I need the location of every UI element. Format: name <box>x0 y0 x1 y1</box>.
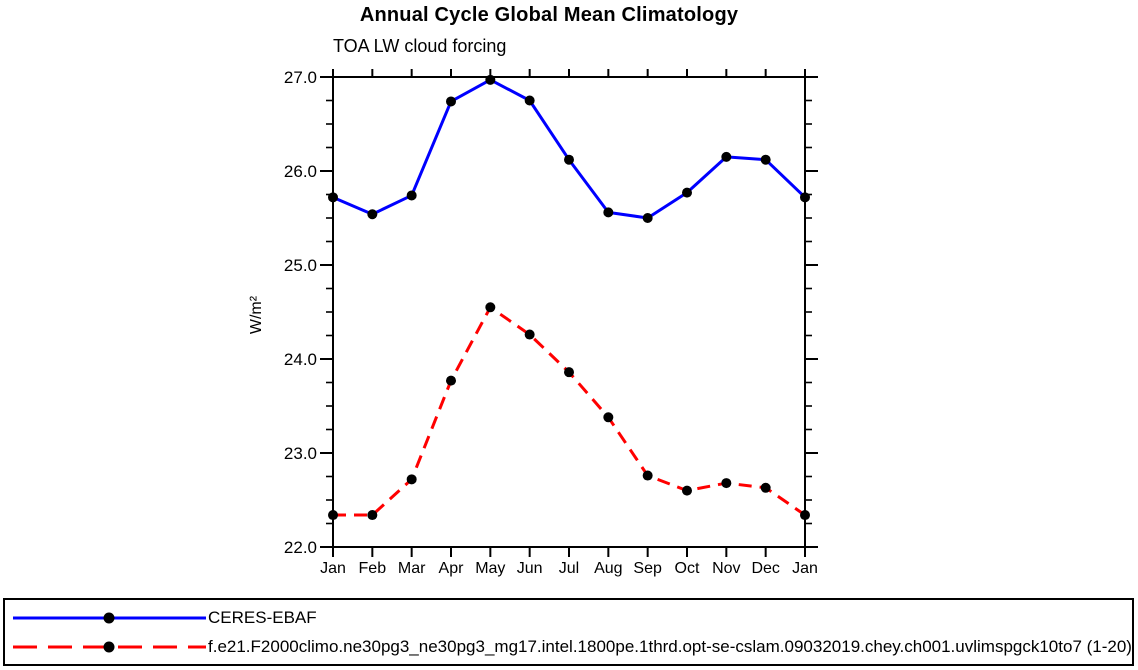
x-tick-label: Jun <box>517 560 543 577</box>
data-point-marker <box>800 510 810 521</box>
data-point-marker <box>524 329 535 340</box>
data-point-marker <box>721 478 732 489</box>
x-tick-label: Sep <box>633 560 662 577</box>
series-line-0 <box>332 78 807 220</box>
y-tick-label: 26.0 <box>284 162 317 181</box>
x-tick-label: Jan <box>792 560 818 577</box>
data-point-marker <box>800 192 810 203</box>
y-tick-label: 27.0 <box>284 68 317 87</box>
chart-subtitle: TOA LW cloud forcing <box>333 36 507 56</box>
data-point-marker <box>564 367 574 378</box>
data-point-marker <box>406 474 417 485</box>
data-point-marker <box>642 470 653 481</box>
y-tick-label: 24.0 <box>284 350 317 369</box>
data-point-marker <box>603 207 614 218</box>
data-point-marker <box>682 485 692 496</box>
y-tick-label: 25.0 <box>284 256 317 275</box>
data-point-marker <box>446 375 456 386</box>
data-point-marker <box>642 213 653 223</box>
data-point-marker <box>721 151 732 162</box>
plot-border <box>332 76 806 548</box>
x-tick-label: Aug <box>594 560 622 577</box>
x-tick-label: Jan <box>320 560 346 577</box>
legend-entry-ceres-ebaf: CERES-EBAF <box>5 603 1132 632</box>
data-point-marker <box>446 96 456 107</box>
data-point-marker <box>367 510 378 521</box>
x-tick-label: Mar <box>398 560 426 577</box>
y-tick-label: 23.0 <box>284 444 317 463</box>
legend-label: f.e21.F2000climo.ne30pg3_ne30pg3_mg17.in… <box>208 637 1132 656</box>
legend-box: CERES-EBAF f.e21.F2000climo.ne30pg3_ne30… <box>3 598 1134 666</box>
x-tick-label: Oct <box>675 560 700 577</box>
data-point-marker <box>524 95 535 106</box>
data-point-marker <box>760 482 771 493</box>
x-tick-label: Feb <box>359 560 387 577</box>
data-point-marker <box>406 190 417 201</box>
data-point-marker <box>328 192 338 203</box>
x-tick-label: Nov <box>712 560 740 577</box>
chart-title: Annual Cycle Global Mean Climatology <box>359 4 739 26</box>
x-tick-label: May <box>475 560 505 577</box>
data-point-marker <box>485 74 496 85</box>
x-tick-label: Apr <box>439 560 465 577</box>
series-line-1 <box>333 305 806 517</box>
data-point-marker <box>564 154 574 165</box>
plot-area: 22.0 23.0 24.0 25.0 26.0 27.0 Jan Feb Mar Apr May J… <box>284 68 818 577</box>
x-tick-label: Jul <box>559 560 579 577</box>
y-tick-label: 22.0 <box>284 538 317 557</box>
data-point-marker <box>367 209 378 220</box>
data-point-marker <box>328 510 338 521</box>
data-point-marker <box>682 187 692 198</box>
data-point-marker <box>760 154 771 165</box>
legend-label: CERES-EBAF <box>208 608 317 627</box>
data-point-marker <box>485 302 496 313</box>
legend-entry-model-run: f.e21.F2000climo.ne30pg3_ne30pg3_mg17.in… <box>5 632 1132 661</box>
legend-sample-line-solid <box>13 612 206 623</box>
data-point-marker <box>603 412 614 423</box>
x-tick-label: Dec <box>751 560 779 577</box>
legend-sample-line-dashed <box>13 641 206 652</box>
